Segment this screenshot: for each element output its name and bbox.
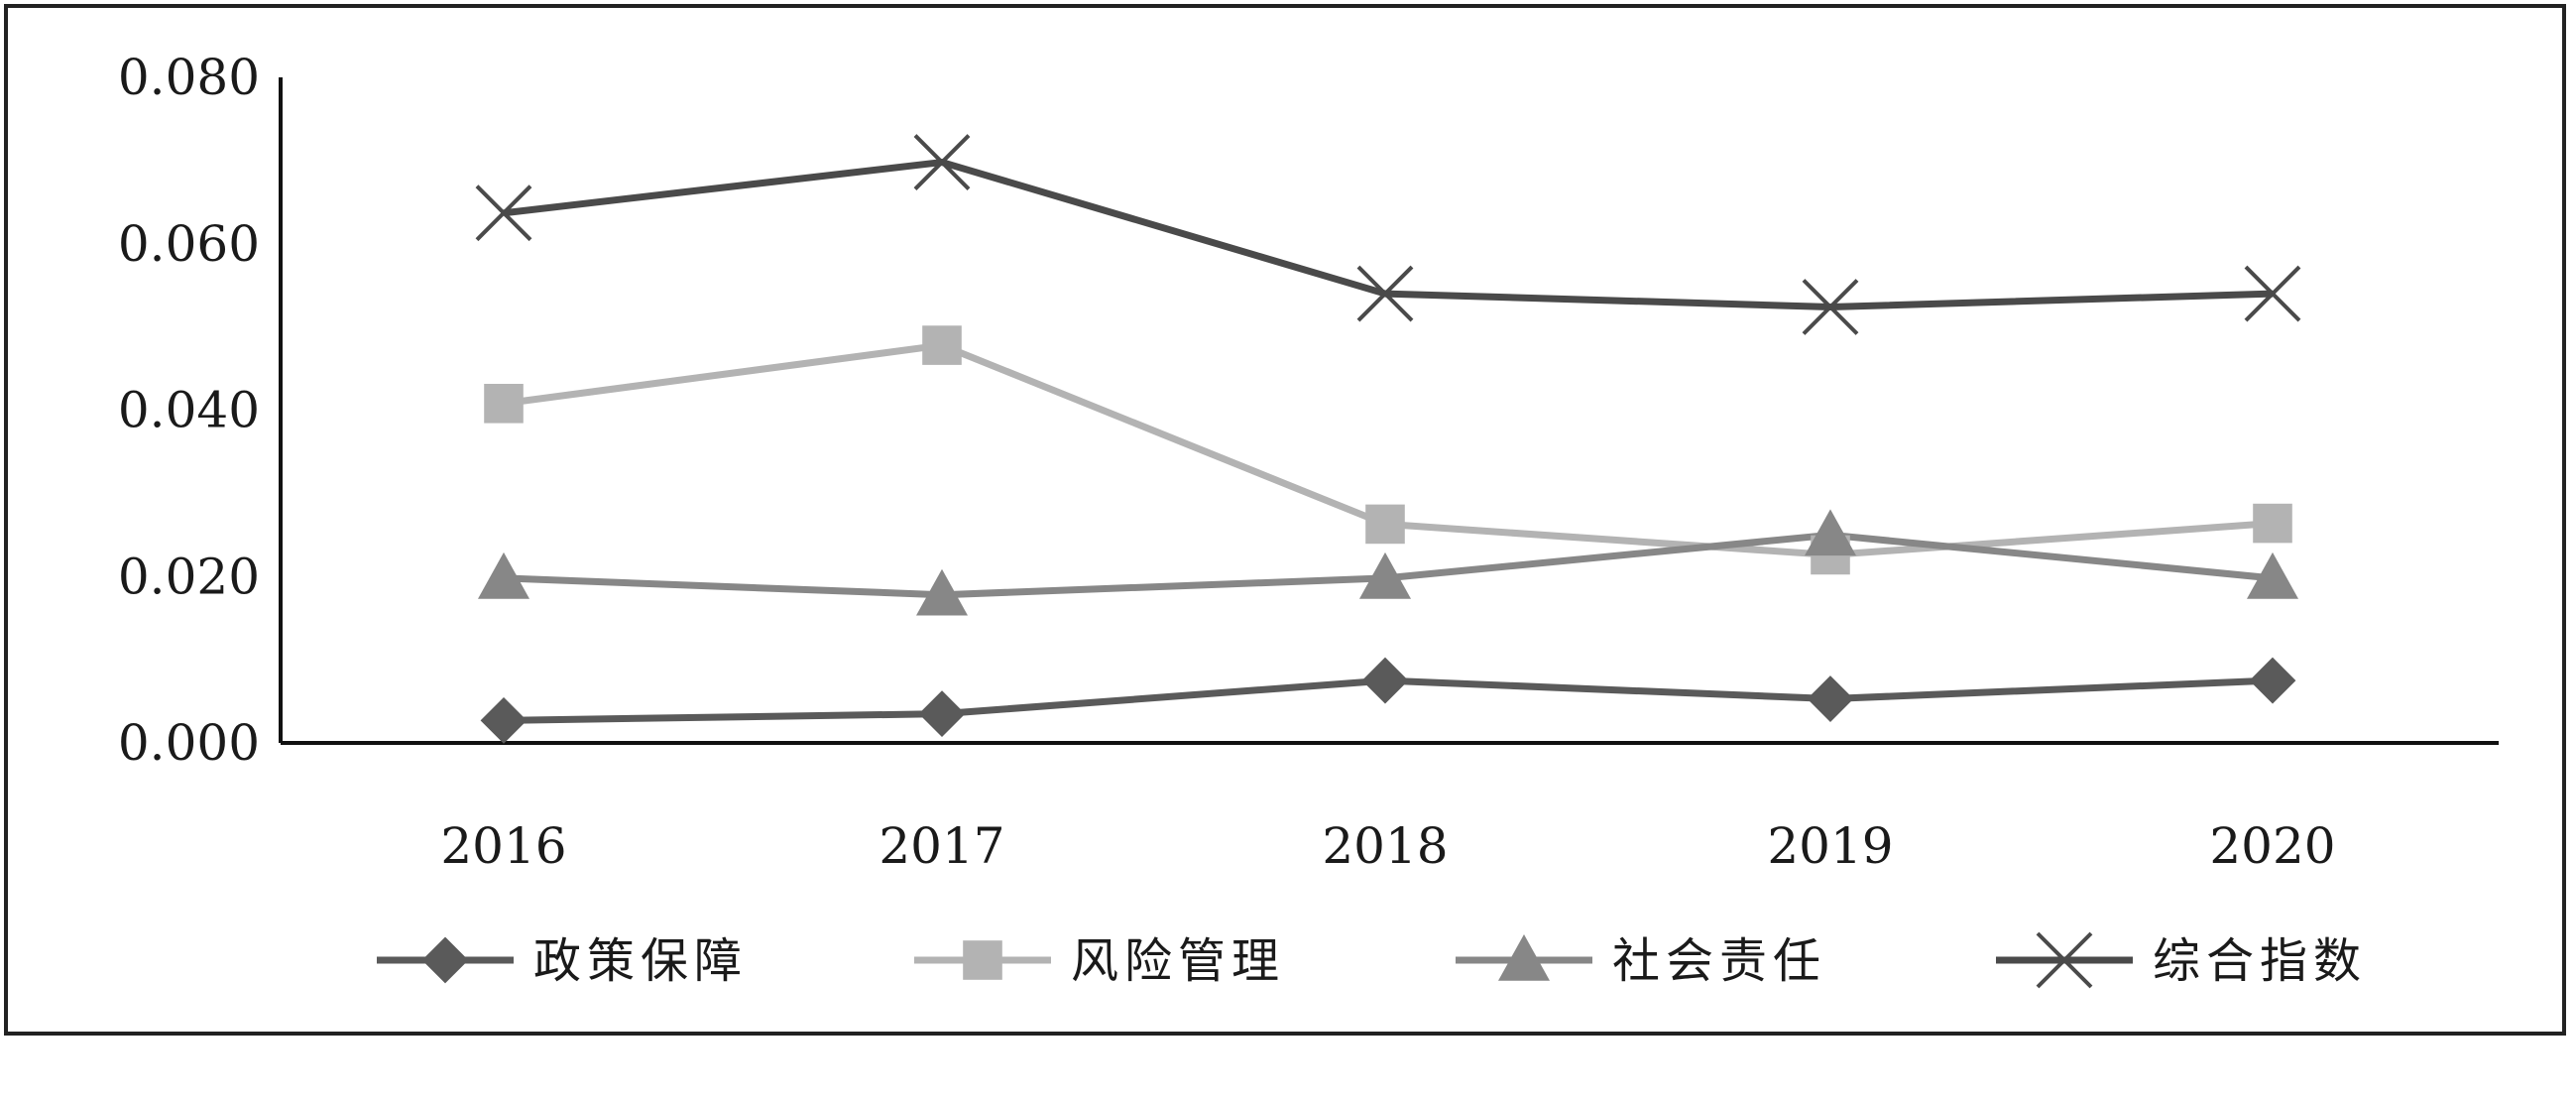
diamond-marker [918, 690, 966, 738]
x-marker [475, 184, 532, 242]
legend-label: 政策保障 [533, 933, 748, 989]
square-marker [2253, 503, 2292, 544]
legend: 政策保障 风险管理 社会责任 综合指数 [377, 931, 2367, 989]
diamond-marker [2249, 657, 2296, 704]
y-tick-label: 0.040 [118, 382, 260, 439]
x-marker [2036, 931, 2093, 989]
x-tick-label: 2018 [1322, 817, 1448, 875]
legend-label: 社会责任 [1612, 933, 1826, 989]
triangle-marker [1805, 509, 1856, 556]
series-markers [475, 134, 2301, 744]
legend-label: 综合指数 [2153, 933, 2367, 989]
chart-frame [4, 4, 2566, 1036]
triangle-marker [916, 568, 968, 616]
legend-item: 社会责任 [1456, 933, 1826, 989]
diamond-marker [1361, 657, 1409, 704]
legend-item: 风险管理 [914, 933, 1285, 989]
series-lines [503, 159, 2274, 724]
x-axis-tick-labels: 2016 2017 2018 2019 2020 [440, 817, 2335, 875]
triangle-marker [1359, 551, 1411, 599]
x-tick-label: 2017 [878, 817, 1004, 875]
x-tick-label: 2020 [2209, 817, 2335, 875]
legend-item: 政策保障 [377, 933, 748, 989]
diamond-marker [421, 936, 469, 984]
y-tick-label: 0.080 [118, 49, 260, 106]
triangle-marker [2247, 551, 2298, 599]
y-tick-label: 0.020 [118, 548, 260, 605]
x-marker [2244, 265, 2301, 322]
square-marker [1365, 504, 1405, 545]
square-marker [922, 325, 962, 365]
diamond-marker [480, 696, 527, 744]
triangle-marker [478, 551, 529, 599]
x-tick-label: 2016 [440, 817, 566, 875]
square-marker [484, 383, 524, 424]
x-marker [1356, 265, 1414, 322]
legend-label: 风险管理 [1071, 933, 1285, 989]
square-marker [963, 940, 1002, 980]
y-axis-tick-labels: 0.000 0.020 0.040 0.060 0.080 [118, 49, 260, 772]
x-tick-label: 2019 [1767, 817, 1893, 875]
y-tick-label: 0.060 [118, 215, 260, 273]
diamond-marker [1807, 675, 1854, 722]
legend-item: 综合指数 [1996, 931, 2367, 989]
y-tick-label: 0.000 [118, 714, 260, 772]
triangle-marker [1498, 934, 1550, 981]
x-marker [1802, 279, 1859, 335]
x-marker [913, 134, 971, 190]
series-line-4 [503, 159, 2274, 310]
